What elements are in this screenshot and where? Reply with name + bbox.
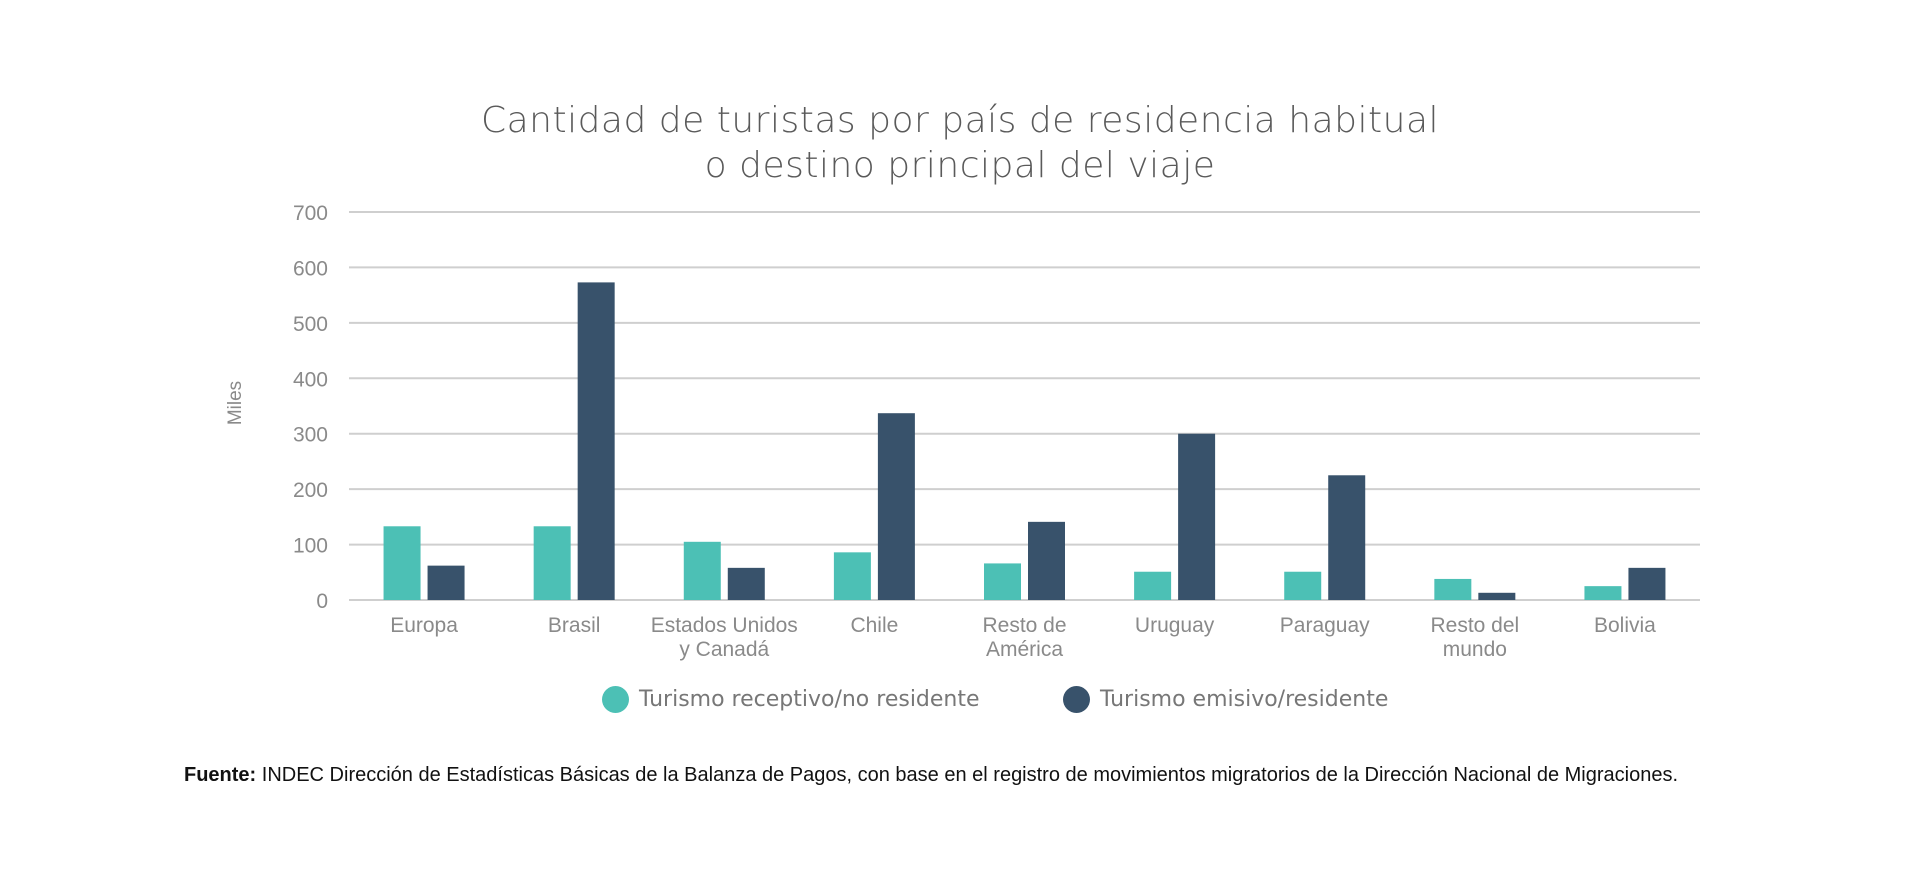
x-tick-label: Paraguay bbox=[1280, 614, 1370, 637]
x-tick-label: Resto de bbox=[982, 614, 1066, 637]
legend-item-emisivo: Turismo emisivo/residente bbox=[1063, 686, 1388, 713]
bar-emisivo bbox=[1478, 592, 1516, 600]
bar-emisivo bbox=[1028, 521, 1065, 600]
bar-receptivo bbox=[383, 526, 421, 600]
chart-title-line-2: o destino principal del viaje bbox=[704, 145, 1216, 186]
x-tick-label: Resto del bbox=[1430, 614, 1519, 637]
y-tick-label: 0 bbox=[316, 590, 328, 613]
y-axis-label: Miles bbox=[225, 380, 247, 426]
bar-emisivo bbox=[1328, 475, 1366, 600]
bar-receptivo bbox=[1584, 586, 1622, 600]
x-tick-label: Estados Unidos bbox=[651, 614, 798, 637]
y-tick-label: 500 bbox=[293, 313, 328, 336]
x-tick-label: mundo bbox=[1443, 638, 1507, 661]
bar-receptivo bbox=[1134, 571, 1172, 600]
bar-emisivo bbox=[427, 565, 465, 600]
x-tick-label: Uruguay bbox=[1135, 614, 1215, 637]
legend-label-receptivo: Turismo receptivo/no residente bbox=[639, 687, 980, 712]
bar-receptivo bbox=[984, 563, 1021, 600]
x-tick-label: y Canadá bbox=[679, 638, 769, 661]
bar-emisivo bbox=[727, 567, 765, 600]
bar-receptivo bbox=[533, 526, 571, 600]
bar-receptivo bbox=[833, 552, 871, 600]
bar-receptivo bbox=[1434, 578, 1472, 600]
x-tick-label: Europa bbox=[390, 614, 458, 637]
source-footnote: Fuente: INDEC Dirección de Estadísticas … bbox=[184, 764, 1744, 786]
bar-receptivo bbox=[1284, 571, 1322, 600]
chart-title-line-1: Cantidad de turistas por país de residen… bbox=[480, 100, 1440, 141]
bar-emisivo bbox=[577, 282, 615, 600]
x-tick-label: Chile bbox=[850, 614, 898, 637]
bar-chart: 0 100 200 300 400 500 600 700 Europa Brasil Estado… bbox=[293, 202, 1700, 661]
y-tick-label: 200 bbox=[293, 479, 328, 502]
bar-receptivo bbox=[683, 541, 721, 600]
x-tick-label: Bolivia bbox=[1594, 614, 1656, 637]
bar-emisivo bbox=[1628, 567, 1666, 600]
bar-emisivo bbox=[1178, 433, 1216, 600]
x-tick-label: América bbox=[986, 638, 1063, 661]
y-tick-label: 100 bbox=[293, 535, 328, 558]
bar-emisivo bbox=[877, 413, 915, 600]
footnote-text: INDEC Dirección de Estadísticas Básicas … bbox=[256, 764, 1679, 786]
legend-swatch-receptivo bbox=[602, 686, 629, 713]
y-tick-label: 300 bbox=[293, 424, 328, 447]
legend-item-receptivo: Turismo receptivo/no residente bbox=[602, 686, 980, 713]
legend-label-emisivo: Turismo emisivo/residente bbox=[1100, 687, 1389, 712]
legend-swatch-emisivo bbox=[1063, 686, 1090, 713]
y-tick-label: 700 bbox=[293, 202, 328, 225]
x-tick-label: Brasil bbox=[548, 614, 601, 637]
y-tick-label: 600 bbox=[293, 257, 328, 280]
y-tick-label: 400 bbox=[293, 368, 328, 391]
footnote-label: Fuente: bbox=[184, 764, 257, 786]
